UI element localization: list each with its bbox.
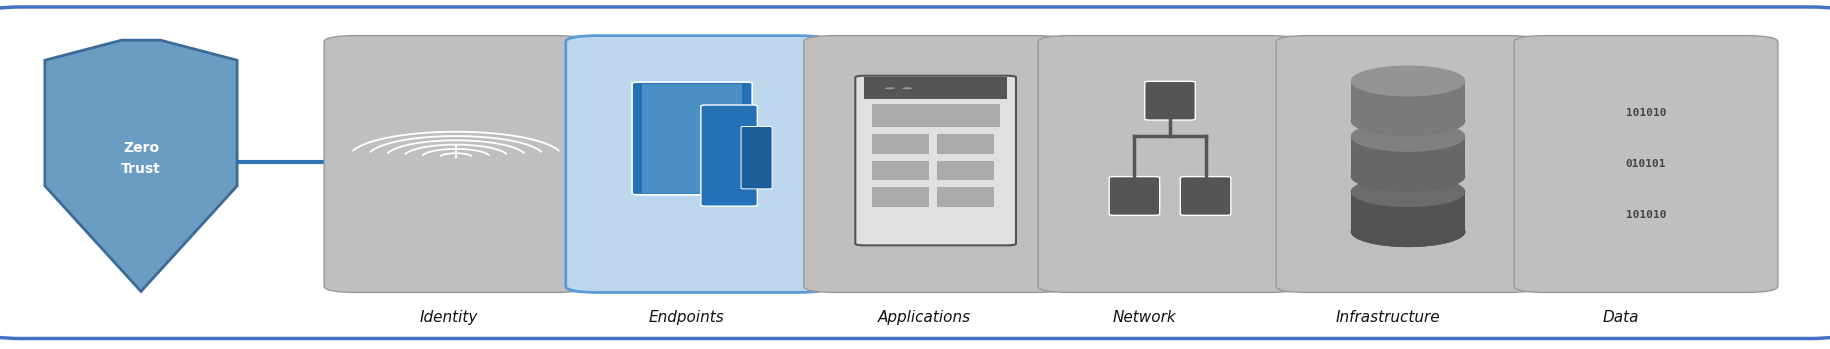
Bar [1351, 192, 1464, 232]
FancyBboxPatch shape [855, 76, 1016, 245]
FancyBboxPatch shape [741, 126, 772, 189]
Text: Zero
Trust: Zero Trust [121, 141, 161, 176]
Bar [864, 77, 1007, 99]
Ellipse shape [1351, 105, 1464, 136]
Text: 010101: 010101 [1625, 159, 1665, 169]
Bar [871, 134, 928, 154]
Text: Network: Network [1113, 310, 1175, 325]
FancyBboxPatch shape [701, 105, 758, 206]
Circle shape [884, 87, 895, 89]
Text: Applications: Applications [878, 310, 970, 325]
FancyBboxPatch shape [803, 36, 1067, 292]
Bar [937, 134, 994, 154]
FancyBboxPatch shape [631, 82, 752, 195]
Ellipse shape [1351, 176, 1464, 207]
Text: Identity: Identity [419, 310, 478, 325]
FancyBboxPatch shape [1180, 177, 1230, 215]
Text: 101010: 101010 [1625, 108, 1665, 118]
Bar [871, 161, 928, 180]
Bar [1351, 136, 1464, 176]
Circle shape [902, 87, 911, 89]
FancyBboxPatch shape [324, 36, 587, 292]
Bar [1351, 81, 1464, 121]
FancyBboxPatch shape [1038, 36, 1301, 292]
Ellipse shape [1351, 66, 1464, 96]
FancyBboxPatch shape [1144, 81, 1195, 120]
Ellipse shape [1351, 216, 1464, 247]
Bar [871, 104, 999, 127]
Text: Infrastructure: Infrastructure [1334, 310, 1440, 325]
Bar [937, 161, 994, 180]
Text: 101010: 101010 [1625, 210, 1665, 220]
FancyBboxPatch shape [1109, 177, 1158, 215]
Text: Data: Data [1601, 310, 1638, 325]
Ellipse shape [1351, 216, 1464, 247]
FancyBboxPatch shape [565, 36, 829, 292]
Polygon shape [44, 40, 238, 291]
Ellipse shape [1351, 121, 1464, 152]
Bar [642, 84, 741, 193]
FancyBboxPatch shape [0, 7, 1830, 339]
Bar [871, 187, 928, 207]
Ellipse shape [1351, 161, 1464, 192]
Text: Endpoints: Endpoints [648, 310, 725, 325]
FancyBboxPatch shape [1513, 36, 1777, 292]
FancyBboxPatch shape [1276, 36, 1539, 292]
Bar [937, 187, 994, 207]
